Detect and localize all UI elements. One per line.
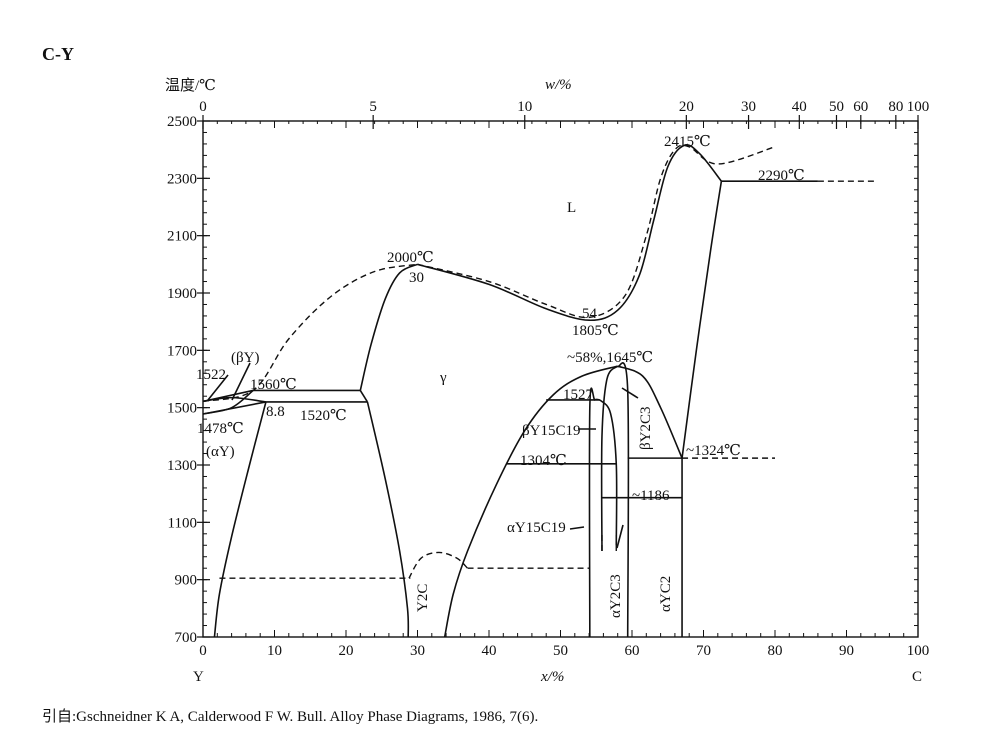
label-8-8: 8.8 [266, 404, 285, 420]
label-liquid: L [567, 200, 576, 216]
y-tick-label: 1500 [167, 401, 197, 417]
x-tick-label: 100 [907, 643, 930, 659]
phase-boundary-dashed [408, 551, 469, 579]
x-tick-label: 20 [339, 643, 354, 659]
y-axis-label: 温度/℃ [165, 77, 216, 94]
x-tick-label: 90 [839, 643, 854, 659]
arrow-beta-y [231, 362, 251, 401]
label-1560: 1560℃ [250, 377, 297, 393]
top-tick-label: 50 [829, 99, 844, 115]
axes: 0 10 20 30 40 50 60 70 80 90 100700900110013001500… [167, 99, 929, 659]
y-tick-label: 1900 [167, 286, 197, 302]
label-2000: 2000℃ [387, 250, 434, 266]
label-1304: 1304℃ [520, 453, 567, 469]
label-gamma: γ [439, 370, 447, 386]
label-1520: 1520℃ [300, 408, 347, 424]
label-alpha-y15c19: αY15C19 [507, 520, 566, 536]
phase-boundary-dashed [417, 144, 776, 319]
label-alpha-yc2: αYC2 [658, 576, 674, 612]
label-1527: 1527 [563, 387, 594, 403]
right-element-label: C [912, 669, 922, 685]
y-tick-label: 900 [175, 573, 198, 589]
top-tick-label: 30 [741, 99, 756, 115]
y-tick-label: 1100 [168, 515, 197, 531]
label-1522: 1522 [196, 367, 226, 383]
y-tick-label: 700 [175, 630, 198, 646]
top-tick-label: 80 [888, 99, 903, 115]
y-tick-label: 2300 [167, 171, 197, 187]
label-1645: ~58%,1645℃ [567, 350, 653, 366]
label-beta-y2c3: βY2C3 [638, 407, 654, 450]
phase-boundary-dashed [202, 263, 418, 403]
label-30: 30 [409, 270, 424, 286]
y-tick-label: 1300 [167, 458, 197, 474]
phase-boundary-solid [617, 365, 683, 459]
phase-boundary-solid [202, 389, 254, 415]
phase-boundary-solid [443, 365, 618, 638]
phase-boundary-solid [616, 362, 630, 638]
label-2290: 2290℃ [758, 168, 805, 184]
x-tick-label: 50 [553, 643, 568, 659]
phase-boundary-solid [202, 396, 267, 403]
top-tick-label: 100 [907, 99, 930, 115]
bottom-axis-label: x/% [540, 669, 564, 685]
arrow-1522 [207, 374, 229, 401]
top-tick-label: 10 [517, 99, 532, 115]
arrow-alpha-y2c3 [616, 524, 624, 549]
x-tick-label: 0 [199, 643, 207, 659]
label-beta-y15c19: βY15C19 [522, 423, 580, 439]
label-1805: 1805℃ [572, 323, 619, 339]
phase-boundary-solid [588, 387, 600, 638]
top-tick-label: 0 [199, 99, 207, 115]
phase-boundary-solid [359, 263, 418, 391]
x-tick-label: 70 [696, 643, 711, 659]
arrow-beta-y2c3 [621, 387, 639, 399]
top-tick-label: 5 [369, 99, 377, 115]
figure-title: C-Y [42, 44, 74, 64]
region-labels: L γ 2415℃ 2290℃ 2000℃ 30 54 1805℃ ~58%,1… [196, 134, 805, 618]
phase-boundary-solid [359, 390, 369, 403]
label-alpha-y2c3: αY2C3 [608, 574, 624, 618]
phase-boundary-solid [599, 399, 618, 546]
arrows [207, 362, 639, 549]
top-tick-label: 60 [853, 99, 868, 115]
arrow-alpha-y15c19 [569, 526, 585, 530]
x-tick-label: 10 [267, 643, 282, 659]
phase-boundary-solid [366, 401, 410, 638]
phase-boundary-solid [213, 401, 267, 638]
label-1324: ~1324℃ [686, 443, 741, 459]
top-axis-label: w/% [545, 77, 572, 93]
y-tick-label: 1700 [167, 343, 197, 359]
y-tick-label: 2100 [167, 229, 197, 245]
phase-boundary-solid [600, 365, 619, 552]
label-2415: 2415℃ [664, 134, 711, 150]
label-alpha-y: (αY) [206, 444, 235, 460]
top-tick-label: 20 [679, 99, 694, 115]
label-1478: 1478℃ [197, 421, 244, 437]
phase-boundaries [202, 144, 876, 638]
label-y2c: Y2C [415, 584, 431, 612]
label-beta-y: (βY) [231, 350, 259, 366]
x-tick-label: 30 [410, 643, 425, 659]
label-1186: ~1186 [632, 488, 670, 504]
x-tick-label: 60 [625, 643, 640, 659]
label-54: 54 [582, 306, 598, 322]
citation: 引自:Gschneidner K A, Calderwood F W. Bull… [42, 708, 538, 725]
y-tick-label: 2500 [167, 114, 197, 130]
left-element-label: Y [193, 669, 204, 685]
x-tick-label: 40 [482, 643, 497, 659]
phase-boundary-solid [681, 181, 723, 459]
phase-boundary-solid [417, 144, 723, 322]
top-tick-label: 40 [792, 99, 807, 115]
plot-frame [202, 120, 919, 638]
x-tick-label: 80 [768, 643, 783, 659]
